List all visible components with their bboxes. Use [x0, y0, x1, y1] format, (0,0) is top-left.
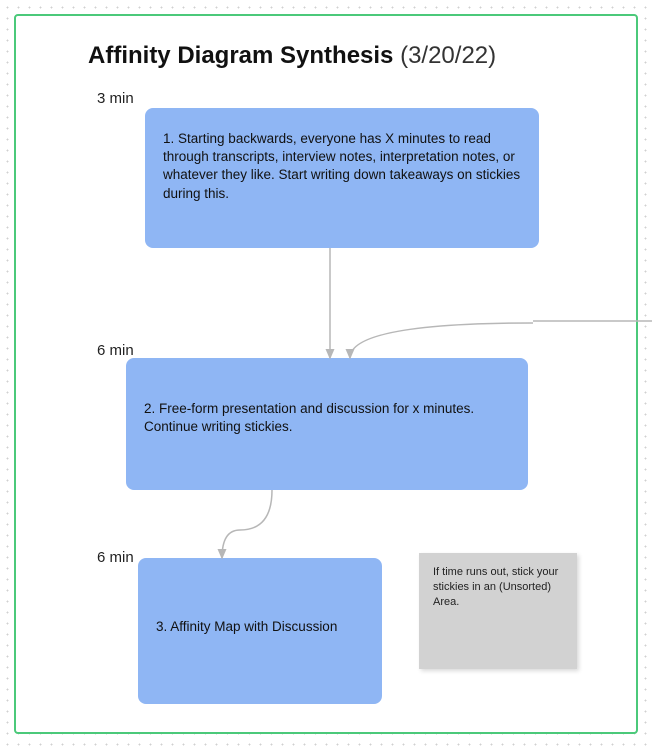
- title-main: Affinity Diagram Synthesis: [88, 42, 393, 69]
- step-3-text: 3. Affinity Map with Discussion: [156, 618, 364, 636]
- step-card-3[interactable]: 3. Affinity Map with Discussion: [138, 558, 382, 704]
- step-card-2[interactable]: 2. Free-form presentation and discussion…: [126, 358, 528, 490]
- title-date: (3/20/22): [400, 42, 496, 69]
- time-label-2: 6 min: [97, 342, 134, 359]
- step-card-1[interactable]: 1. Starting backwards, everyone has X mi…: [145, 108, 539, 248]
- step-2-text: 2. Free-form presentation and discussion…: [144, 400, 510, 436]
- step-1-text: 1. Starting backwards, everyone has X mi…: [163, 130, 521, 203]
- page-title: Affinity Diagram Synthesis (3/20/22): [88, 42, 496, 70]
- time-label-3: 6 min: [97, 549, 134, 566]
- side-note-text: If time runs out, stick your stickies in…: [433, 566, 558, 608]
- time-label-1: 3 min: [97, 90, 134, 107]
- side-note[interactable]: If time runs out, stick your stickies in…: [419, 553, 577, 669]
